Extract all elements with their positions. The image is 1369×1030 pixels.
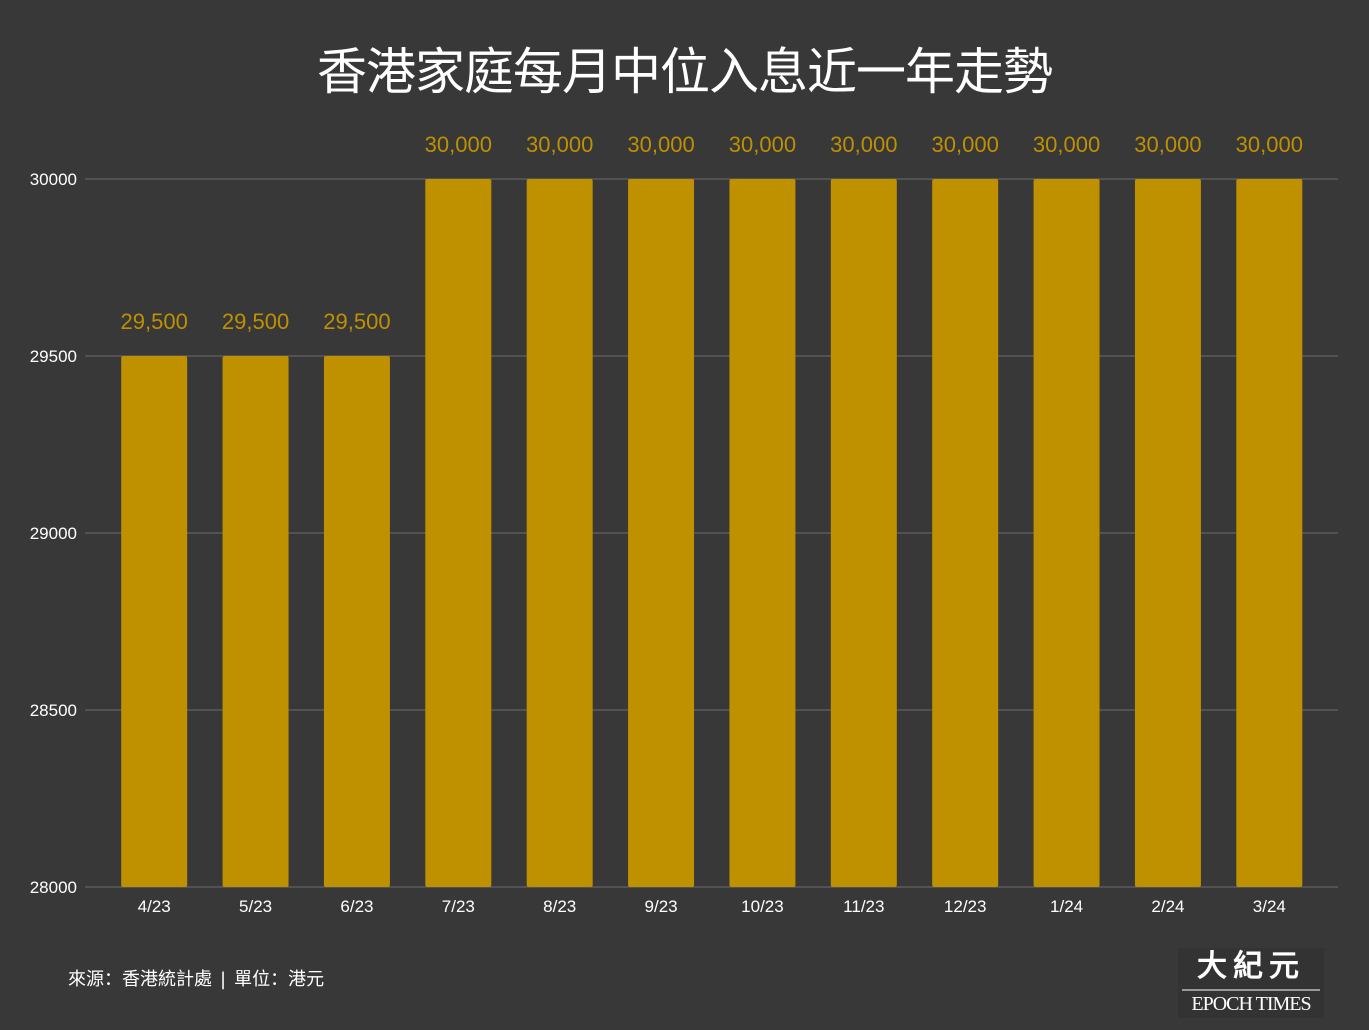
bar [729, 179, 796, 887]
y-tick-label: 28500 [30, 701, 77, 720]
epoch-times-logo: 大紀元 EPOCH TIMES [1178, 948, 1324, 1018]
data-label: 30,000 [1236, 132, 1303, 157]
x-tick-label: 1/24 [1050, 897, 1083, 916]
data-label: 29,500 [121, 309, 188, 334]
chart-title: 香港家庭每月中位入息近一年走勢 [317, 43, 1053, 101]
bar [222, 356, 289, 887]
data-label: 30,000 [1134, 132, 1201, 157]
y-tick-label: 30000 [30, 170, 77, 189]
data-label: 30,000 [627, 132, 694, 157]
y-tick-label: 28000 [30, 878, 77, 897]
bar [1236, 179, 1303, 887]
separator: | [220, 969, 227, 990]
x-tick-label: 7/23 [442, 897, 475, 916]
data-label: 30,000 [425, 132, 492, 157]
logo-divider [1182, 989, 1320, 991]
x-tick-label: 12/23 [944, 897, 987, 916]
bar [526, 179, 593, 887]
bar [121, 356, 188, 887]
bar [830, 179, 897, 887]
bar [628, 179, 695, 887]
bar [323, 356, 390, 887]
bar [932, 179, 999, 887]
y-tick-label: 29000 [30, 524, 77, 543]
x-tick-label: 3/24 [1253, 897, 1286, 916]
data-label: 30,000 [526, 132, 593, 157]
x-tick-label: 10/23 [741, 897, 784, 916]
bar [1033, 179, 1100, 887]
x-tick-label: 5/23 [239, 897, 272, 916]
data-label: 29,500 [323, 309, 390, 334]
data-label: 30,000 [830, 132, 897, 157]
data-label: 30,000 [1033, 132, 1100, 157]
source-note: 來源：香港統計處 | 單位：港元 [68, 965, 324, 991]
logo-english: EPOCH TIMES [1191, 993, 1311, 1015]
x-tick-label: 9/23 [645, 897, 678, 916]
x-tick-label: 2/24 [1151, 897, 1184, 916]
x-tick-label: 11/23 [843, 897, 884, 916]
data-label: 30,000 [932, 132, 999, 157]
source-text: 來源：香港統計處 [68, 969, 212, 990]
unit-text: 單位：港元 [234, 969, 325, 990]
x-tick-label: 6/23 [340, 897, 373, 916]
data-label: 30,000 [729, 132, 796, 157]
data-label: 29,500 [222, 309, 289, 334]
logo-chinese: 大紀元 [1197, 949, 1305, 984]
x-tick-label: 4/23 [138, 897, 171, 916]
y-tick-label: 29500 [30, 347, 77, 366]
bar-chart: 28000 28500 29000 29500 30000 29,500 4/23 29,50… [30, 132, 1338, 916]
bar [425, 179, 492, 887]
x-tick-label: 8/23 [543, 897, 576, 916]
bar [1134, 179, 1201, 887]
